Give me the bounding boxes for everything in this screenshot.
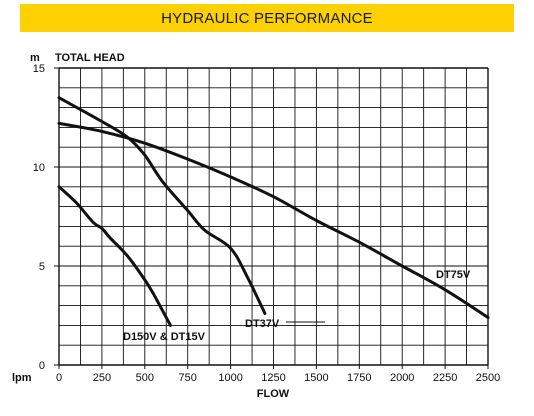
x-tick-label: 1500: [304, 372, 328, 384]
x-tick-label: 750: [179, 372, 197, 384]
x-tick-label: 1750: [347, 372, 371, 384]
x-tick-label: 500: [136, 372, 154, 384]
y-tick-label: 5: [39, 261, 45, 273]
x-unit-label: lpm: [12, 372, 32, 384]
y-unit-label: m: [30, 52, 40, 64]
series-label-d150v-dt15v: D150V & DT15V: [123, 331, 206, 343]
x-tick-label: 1250: [261, 372, 285, 384]
x-axis-title: FLOW: [257, 388, 290, 400]
series-label-dt75v: DT75V: [436, 269, 471, 281]
x-tick-label: 2500: [476, 372, 500, 384]
y-axis-title: TOTAL HEAD: [55, 52, 125, 64]
x-tick-label: 2000: [390, 372, 414, 384]
chart-title: HYDRAULIC PERFORMANCE: [161, 9, 373, 27]
x-tick-label: 1000: [218, 372, 242, 384]
series-line-d150v-dt15v: [57, 185, 172, 327]
y-tick-label: 10: [33, 162, 45, 174]
grid: [54, 67, 489, 369]
title-banner: HYDRAULIC PERFORMANCE: [20, 4, 514, 32]
y-tick-label: 15: [33, 63, 45, 75]
series-label-dt37v: DT37V: [245, 318, 280, 330]
series-line-dt37v: [57, 96, 267, 315]
x-tick-label: 0: [56, 372, 62, 384]
x-tick-label: 2250: [433, 372, 457, 384]
chart-text: m TOTAL HEAD lpm FLOW 0 250 500 750 1000 1250…: [12, 52, 500, 400]
y-tick-label: 0: [39, 360, 45, 372]
x-tick-label: 250: [93, 372, 111, 384]
curves: [57, 96, 490, 327]
